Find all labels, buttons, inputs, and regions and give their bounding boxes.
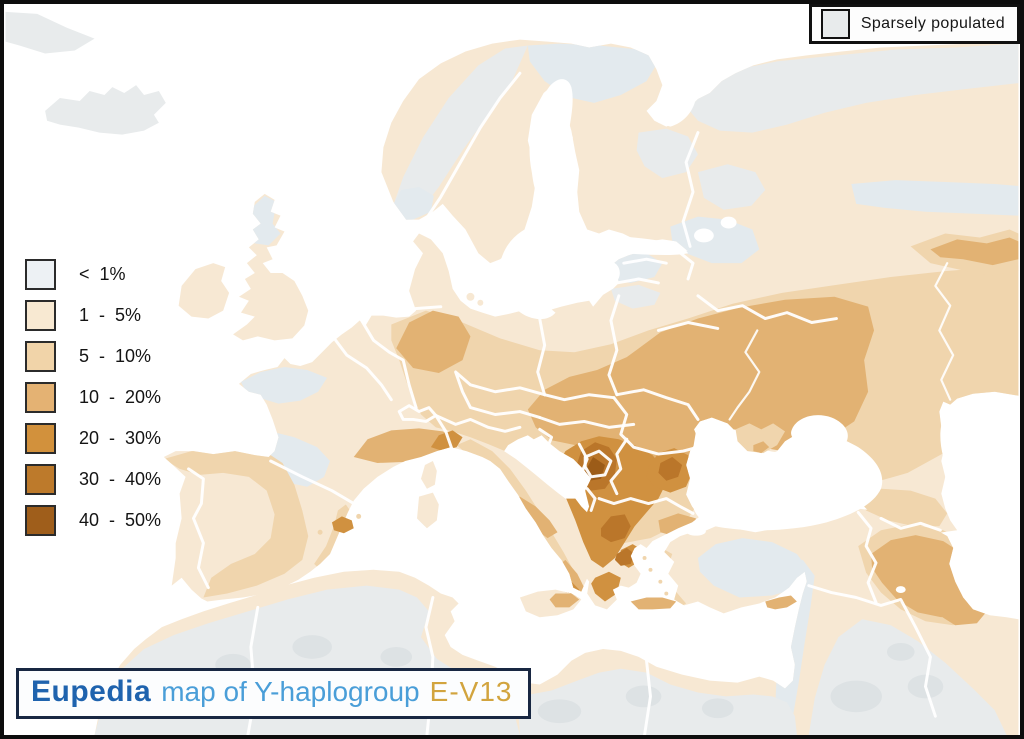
corsica <box>420 460 437 489</box>
black-sea <box>690 428 883 531</box>
crete <box>630 597 677 610</box>
aegean-isle-2 <box>658 579 663 584</box>
gulf-of-finland <box>559 236 689 256</box>
gulf-of-bothnia <box>529 79 573 199</box>
volga-river <box>934 262 955 401</box>
legend-item-label: 10 - 20% <box>79 387 162 407</box>
liguria-20-30 <box>430 430 463 452</box>
legend-swatch <box>25 300 56 331</box>
ladoga-region-gray <box>670 216 760 264</box>
britain <box>233 193 309 341</box>
lake-onega <box>720 216 737 229</box>
karelia-gray-1 <box>636 128 698 179</box>
percentage-legend: < 1% 1 - 5% 5 - 10% 10 - 20% 20 - 30% 30 - 40… <box>25 254 161 541</box>
karelia-gray-2 <box>697 164 766 210</box>
nw-germany-10-20 <box>396 310 471 373</box>
lake-van <box>895 586 906 594</box>
crimea <box>735 423 786 454</box>
peloponnese-20-30 <box>591 571 621 602</box>
iceland <box>45 85 166 135</box>
legend-item: 10 - 20% <box>25 377 161 418</box>
aegean-isle-1 <box>648 567 653 572</box>
legend-item: 40 - 50% <box>25 500 161 541</box>
aegean-isle-3 <box>664 591 669 596</box>
north-russia-gray <box>658 43 1019 133</box>
menorca <box>356 513 362 519</box>
title-box: Eupedia map of Y-haplogroup E-V13 <box>16 668 532 719</box>
legend-item: < 1% <box>25 254 161 295</box>
legend-item-label: 1 - 5% <box>79 305 142 325</box>
sea-of-marmara <box>686 526 706 536</box>
e-bulgaria-core-30-40 <box>658 457 683 481</box>
islands <box>317 245 797 618</box>
cyprus <box>765 595 797 610</box>
sardinia <box>417 492 439 529</box>
attica-spot-30-40 <box>614 548 635 566</box>
legend-item: 30 - 40% <box>25 459 161 500</box>
sparse-legend: Sparsely populated <box>808 4 1020 44</box>
legend-item: 5 - 10% <box>25 336 161 377</box>
greenland <box>5 11 95 54</box>
lake-ladoga <box>694 228 714 243</box>
dnieper-river <box>728 329 761 421</box>
arctic-coast-band <box>851 180 1019 216</box>
europe-choropleth-map <box>5 4 1019 735</box>
ibiza <box>317 529 323 535</box>
white-sea <box>656 79 697 127</box>
legend-item: 1 - 5% <box>25 295 161 336</box>
brand-name: Eupedia <box>31 675 152 708</box>
mallorca <box>331 516 354 534</box>
legend-item-label: 30 - 40% <box>79 469 162 489</box>
anatolia-interior-gray <box>697 538 809 598</box>
legend-item-label: 20 - 30% <box>79 428 162 448</box>
sea-of-azov <box>791 415 848 451</box>
spain-band-5-10 <box>163 449 309 598</box>
danish-isle-2 <box>477 299 484 306</box>
legend-swatch <box>25 464 56 495</box>
legend-swatch <box>25 341 56 372</box>
baltics-gray-2 <box>610 284 661 309</box>
caspian-sea <box>940 394 1019 578</box>
scandes-gray <box>389 45 528 224</box>
sparse-legend-swatch <box>820 9 850 39</box>
continent <box>163 39 1019 610</box>
ireland <box>178 263 230 319</box>
title-text: map of Y-haplogroup <box>161 676 420 707</box>
sicily-ne-tint <box>549 593 580 608</box>
legend-item: 20 - 30% <box>25 418 161 459</box>
legend-swatch <box>25 382 56 413</box>
haplogroup-label: E-V13 <box>429 676 513 707</box>
caucasus-5-10 <box>854 488 948 527</box>
legend-item-label: 40 - 50% <box>79 510 162 530</box>
legend-item-label: < 1% <box>79 264 126 284</box>
danish-isle-1 <box>466 292 475 301</box>
legend-swatch <box>25 259 56 290</box>
urals-core-10-20 <box>930 237 1019 266</box>
gulf-of-riga <box>598 261 620 285</box>
brittany-gray <box>240 367 328 404</box>
aegean-isle-4 <box>642 555 647 560</box>
sparse-legend-label: Sparsely populated <box>860 15 1005 32</box>
inland-seas <box>499 79 1019 594</box>
thessaly-30-40 <box>601 514 631 543</box>
legend-swatch <box>25 505 56 536</box>
legend-swatch <box>25 423 56 454</box>
legend-item-label: 5 - 10% <box>79 346 152 366</box>
baltic-sea <box>499 221 567 320</box>
